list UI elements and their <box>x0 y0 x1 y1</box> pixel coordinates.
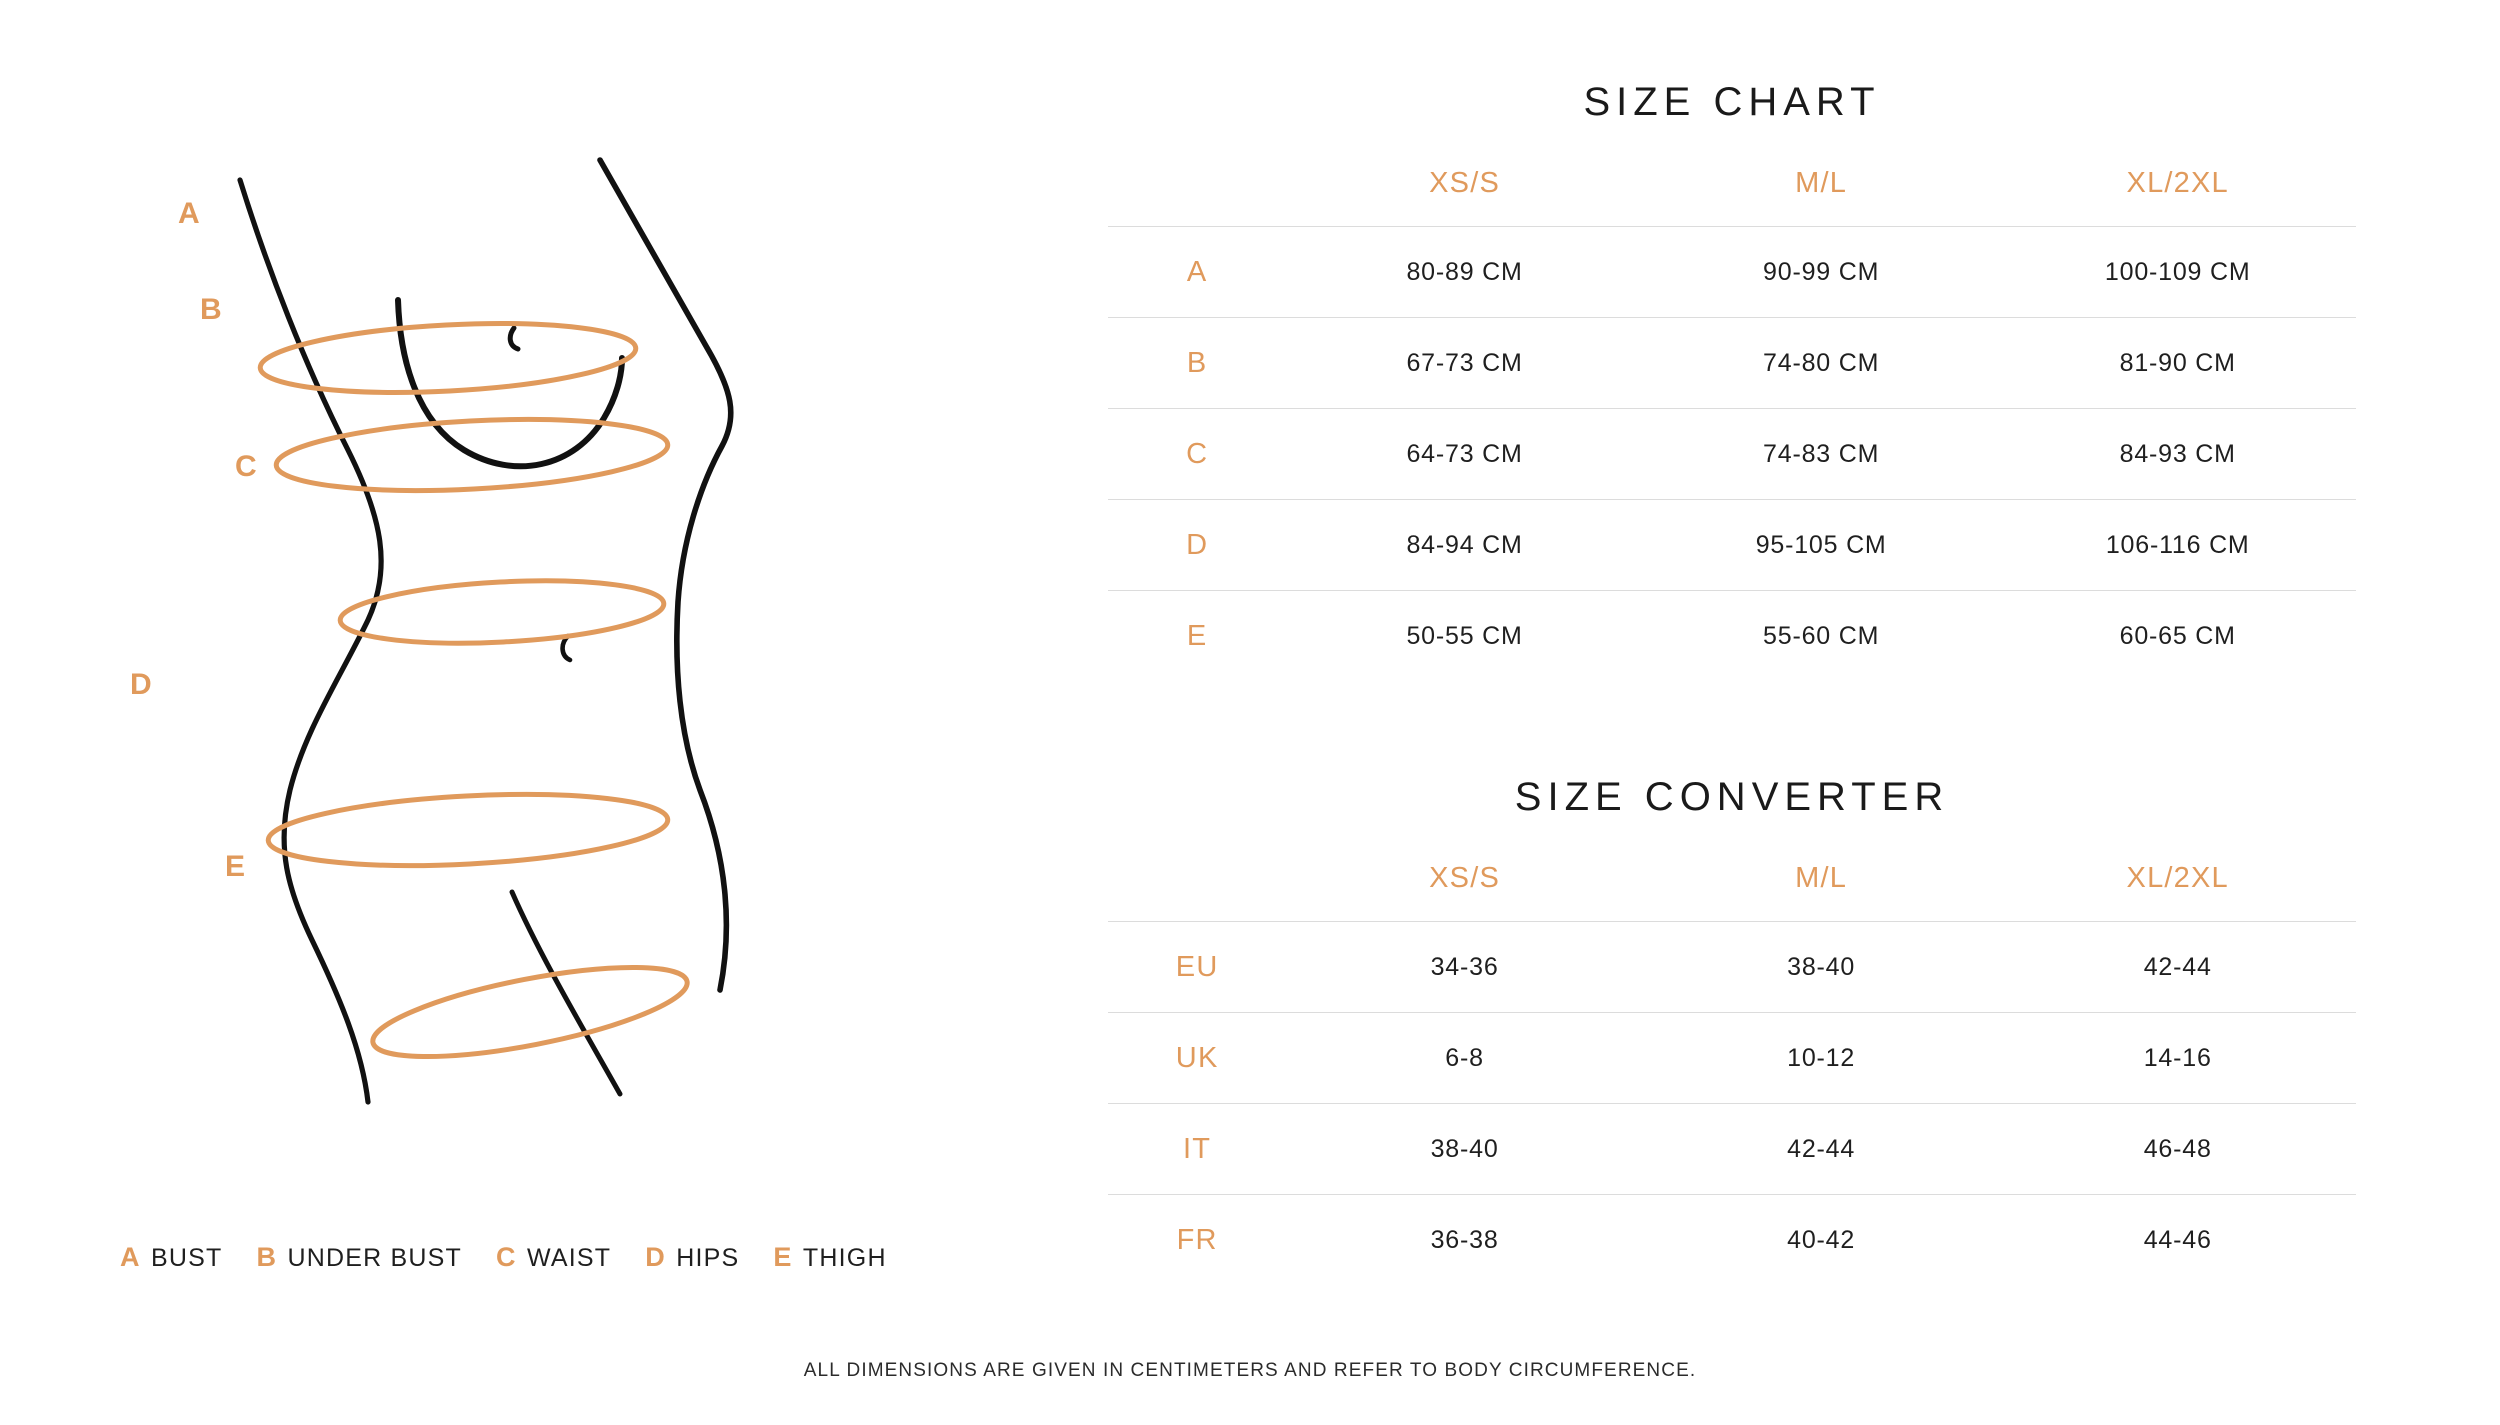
legend-item-thigh: E THIGH <box>773 1242 886 1273</box>
bust-curve <box>395 297 625 470</box>
table-row: EU 34-36 38-40 42-44 <box>1108 921 2356 1013</box>
size-chart-col-xs-s: XS/S <box>1429 167 1500 199</box>
measure-ring-c <box>337 578 667 646</box>
size-converter-cell-fr-m-l: 40-42 <box>1787 1225 1856 1254</box>
body-outline-right <box>597 157 734 993</box>
size-chart-cell-d-m-l: 95-105 CM <box>1755 530 1887 559</box>
measure-ring-b <box>273 417 671 493</box>
size-converter-col-xl-2xl: XL/2XL <box>2126 862 2229 894</box>
legend-key-b: B <box>256 1242 277 1272</box>
table-row: A 80-89 CM 90-99 CM 100-109 CM <box>1108 226 2356 318</box>
body-outline-left <box>237 177 384 1105</box>
size-converter-cell-it-xl-2xl: 46-48 <box>2143 1134 2212 1163</box>
size-converter-cell-uk-xl-2xl: 14-16 <box>2143 1043 2212 1072</box>
table-row: FR 36-38 40-42 44-46 <box>1108 1194 2356 1286</box>
size-converter-cell-uk-m-l: 10-12 <box>1787 1043 1856 1072</box>
legend-item-under-bust: B UNDER BUST <box>256 1242 462 1273</box>
size-chart-cell-c-xl-2xl: 84-93 CM <box>2119 439 2236 468</box>
size-converter-cell-it-m-l: 42-44 <box>1787 1134 1856 1163</box>
legend-item-hips: D HIPS <box>645 1242 739 1273</box>
illustration-marker-d: D <box>130 668 153 701</box>
size-chart-row-label-c: C <box>1186 437 1209 470</box>
size-chart-col-blank <box>1108 167 1286 227</box>
size-chart-row-label-a: A <box>1186 255 1208 288</box>
female-torso-diagram-svg <box>237 157 734 1105</box>
size-chart-row-label-d: D <box>1186 528 1209 561</box>
size-converter-cell-eu-m-l: 38-40 <box>1787 952 1856 981</box>
size-converter-cell-fr-xl-2xl: 44-46 <box>2143 1225 2212 1254</box>
table-row: IT 38-40 42-44 46-48 <box>1108 1103 2356 1195</box>
size-converter-table: XS/S M/L XL/2XL EU 34-36 38-40 42-44 UK … <box>1108 862 2356 1285</box>
thigh-line <box>509 889 623 1097</box>
illustration-marker-c: C <box>235 450 258 483</box>
table-row: B 67-73 CM 74-80 CM 81-90 CM <box>1108 317 2356 409</box>
legend-text-under-bust: UNDER BUST <box>287 1244 462 1272</box>
legend-text-waist: WAIST <box>527 1244 612 1272</box>
size-converter-title: SIZE CONVERTER <box>1514 775 1950 819</box>
size-chart-cell-b-m-l: 74-80 CM <box>1763 348 1880 377</box>
legend-text-thigh: THIGH <box>802 1244 887 1272</box>
table-row: C 64-73 CM 74-83 CM 84-93 CM <box>1108 408 2356 500</box>
size-chart-cell-d-xs-s: 84-94 CM <box>1406 530 1523 559</box>
footnote-text: ALL DIMENSIONS ARE GIVEN IN CENTIMETERS … <box>803 1360 1697 1381</box>
body-measurement-illustration: A B C D E <box>100 150 980 1130</box>
size-converter-row-label-uk: UK <box>1175 1041 1219 1074</box>
size-chart-col-m-l: M/L <box>1795 167 1848 199</box>
measure-ring-e <box>370 964 690 1060</box>
size-converter-cell-uk-xs-s: 6-8 <box>1445 1043 1484 1072</box>
size-chart-section: SIZE CHART XS/S M/L XL/2XL A 80-89 CM 90… <box>1108 80 2356 681</box>
legend-key-c: C <box>496 1242 516 1272</box>
size-chart-row-label-b: B <box>1186 346 1208 379</box>
illustration-marker-e: E <box>225 850 246 883</box>
size-chart-cell-a-xs-s: 80-89 CM <box>1406 257 1523 286</box>
size-chart-cell-e-xl-2xl: 60-65 CM <box>2119 621 2236 650</box>
size-converter-row-label-eu: EU <box>1175 950 1219 983</box>
size-chart-cell-a-xl-2xl: 100-109 CM <box>2104 257 2251 286</box>
measurement-legend: A BUST B UNDER BUST C WAIST D HIPS E THI… <box>120 1242 887 1273</box>
table-row: UK 6-8 10-12 14-16 <box>1108 1012 2356 1104</box>
size-chart-cell-e-m-l: 55-60 CM <box>1763 621 1880 650</box>
measure-ring-d <box>265 791 671 869</box>
legend-key-a: A <box>120 1242 140 1272</box>
legend-item-bust: A BUST <box>120 1242 222 1273</box>
legend-key-d: D <box>645 1242 666 1272</box>
size-converter-col-xs-s: XS/S <box>1429 862 1500 894</box>
size-converter-row-label-it: IT <box>1183 1132 1212 1165</box>
illustration-marker-b: B <box>200 293 223 326</box>
size-converter-header-row: XS/S M/L XL/2XL <box>1108 862 2356 922</box>
size-chart-cell-c-xs-s: 64-73 CM <box>1406 439 1523 468</box>
measure-ring-a <box>257 321 639 395</box>
size-chart-row-label-e: E <box>1186 619 1208 652</box>
size-converter-cell-fr-xs-s: 36-38 <box>1430 1225 1499 1254</box>
size-chart-header-row: XS/S M/L XL/2XL <box>1108 167 2356 227</box>
legend-item-waist: C WAIST <box>496 1242 611 1273</box>
legend-key-e: E <box>773 1242 792 1272</box>
legend-text-hips: HIPS <box>676 1244 740 1272</box>
size-converter-col-blank <box>1108 862 1286 922</box>
size-converter-section: SIZE CONVERTER XS/S M/L XL/2XL EU 34-36 … <box>1108 775 2356 1285</box>
size-converter-col-m-l: M/L <box>1795 862 1848 894</box>
size-chart-cell-e-xs-s: 50-55 CM <box>1406 621 1523 650</box>
table-row: E 50-55 CM 55-60 CM 60-65 CM <box>1108 590 2356 682</box>
size-converter-cell-eu-xs-s: 34-36 <box>1430 952 1499 981</box>
size-chart-table: XS/S M/L XL/2XL A 80-89 CM 90-99 CM 100-… <box>1108 167 2356 681</box>
size-converter-cell-it-xs-s: 38-40 <box>1430 1134 1499 1163</box>
legend-text-bust: BUST <box>151 1244 223 1272</box>
size-chart-cell-c-m-l: 74-83 CM <box>1763 439 1880 468</box>
bust-point-mark <box>507 325 521 352</box>
size-converter-row-label-fr: FR <box>1176 1223 1218 1256</box>
size-chart-cell-b-xl-2xl: 81-90 CM <box>2119 348 2236 377</box>
size-chart-cell-d-xl-2xl: 106-116 CM <box>2105 530 2250 559</box>
size-chart-cell-b-xs-s: 67-73 CM <box>1406 348 1523 377</box>
size-chart-cell-a-m-l: 90-99 CM <box>1763 257 1880 286</box>
size-converter-cell-eu-xl-2xl: 42-44 <box>2143 952 2212 981</box>
illustration-marker-a: A <box>178 197 201 230</box>
size-chart-title: SIZE CHART <box>1583 80 1881 124</box>
table-row: D 84-94 CM 95-105 CM 106-116 CM <box>1108 499 2356 591</box>
size-chart-col-xl-2xl: XL/2XL <box>2126 167 2229 199</box>
